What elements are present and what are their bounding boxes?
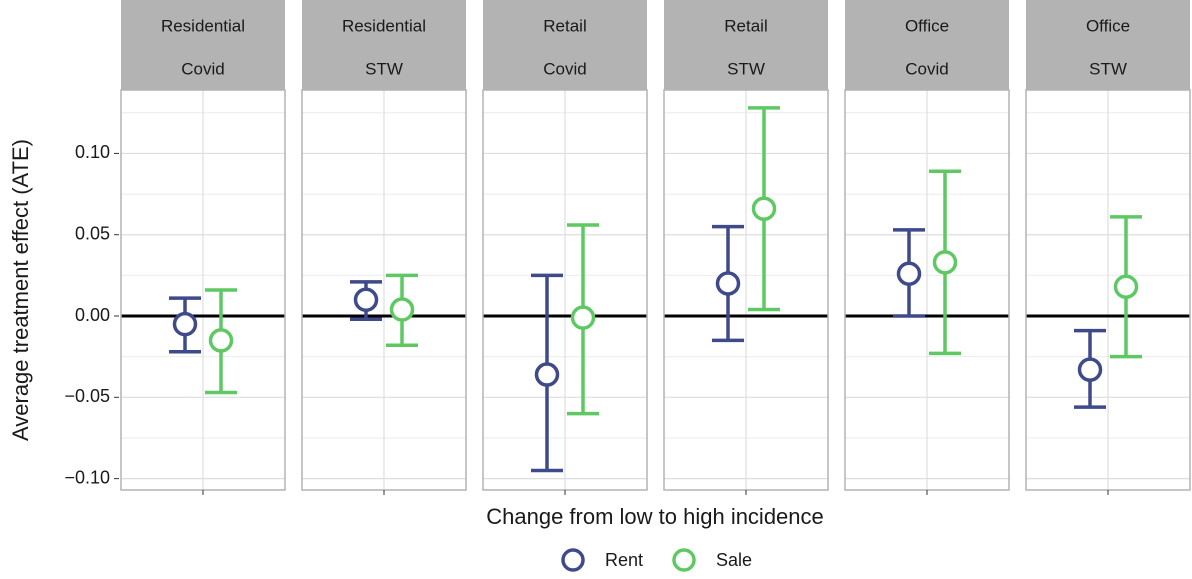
strip-label: Covid <box>543 59 586 78</box>
point <box>208 328 234 353</box>
point <box>172 311 198 337</box>
point <box>1077 357 1103 382</box>
point <box>570 305 596 330</box>
legend-key <box>561 548 585 572</box>
strip-label: Office <box>905 16 949 35</box>
strip-label: Retail <box>543 16 586 35</box>
strip <box>845 0 1009 90</box>
strip <box>1026 0 1190 90</box>
point <box>389 297 415 322</box>
x-axis-label: Change from low to high incidence <box>486 504 824 529</box>
strip-label: Retail <box>724 16 767 35</box>
strip <box>664 0 828 90</box>
point <box>932 250 958 275</box>
y-tick-label: −0.10 <box>64 467 110 487</box>
point <box>896 261 922 286</box>
strip-label: STW <box>727 59 765 78</box>
strip <box>121 0 285 90</box>
point <box>715 271 741 296</box>
strip-label: STW <box>1089 59 1127 78</box>
point <box>751 196 777 221</box>
strip-label: Office <box>1086 16 1130 35</box>
point <box>1113 274 1139 299</box>
y-axis-label: Average treatment effect (ATE) <box>8 139 33 441</box>
y-tick-label: 0.05 <box>75 223 110 243</box>
strip-label: STW <box>365 59 403 78</box>
legend-label: Sale <box>716 550 752 570</box>
legend-label: Rent <box>605 550 643 570</box>
y-tick-label: 0.10 <box>75 142 110 162</box>
legend-key <box>672 548 696 572</box>
point <box>534 362 560 387</box>
strip <box>483 0 647 90</box>
point <box>353 287 379 313</box>
strip-label: Covid <box>181 59 224 78</box>
strip-label: Residential <box>161 16 245 35</box>
strip-label: Residential <box>342 16 426 35</box>
y-tick-label: 0.00 <box>75 305 110 325</box>
strip <box>302 0 466 90</box>
y-tick-label: −0.05 <box>64 386 110 406</box>
strip-label: Covid <box>905 59 948 78</box>
